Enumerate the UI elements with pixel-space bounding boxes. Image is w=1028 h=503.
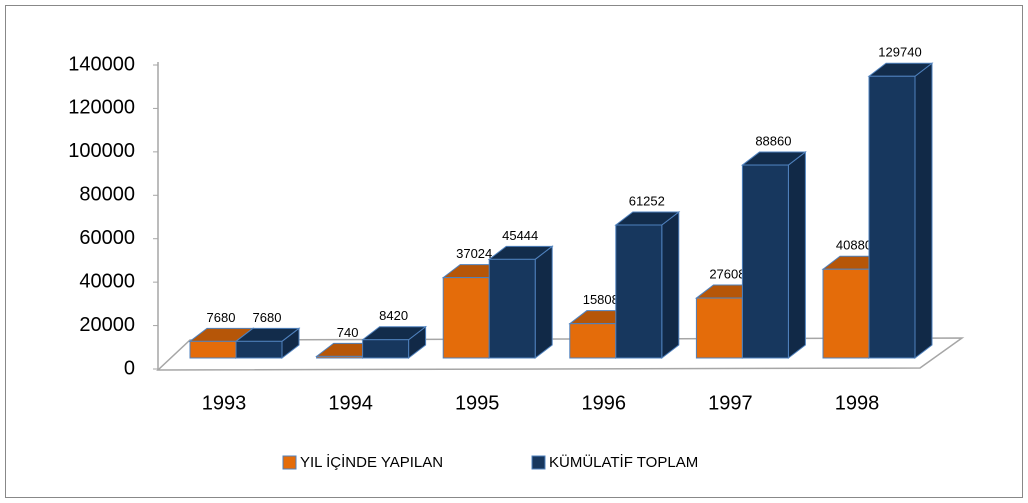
bar-side bbox=[661, 210, 680, 360]
y-tick-label: 40000 bbox=[79, 270, 135, 292]
bar bbox=[362, 339, 410, 359]
bar bbox=[615, 224, 663, 359]
data-label: 61252 bbox=[629, 193, 665, 208]
legend-swatch bbox=[282, 455, 297, 470]
x-tick-label: 1996 bbox=[582, 392, 627, 414]
y-tick-label: 80000 bbox=[79, 184, 135, 206]
y-tick-label: 120000 bbox=[68, 97, 135, 119]
x-tick-label: 1997 bbox=[708, 392, 753, 414]
x-tick-label: 1994 bbox=[328, 392, 373, 414]
bar-side bbox=[914, 62, 933, 360]
legend-label: YIL İÇİNDE YAPILAN bbox=[300, 453, 443, 471]
data-label: 15808 bbox=[583, 292, 619, 307]
legend-label: KÜMÜLATİF TOPLAM bbox=[549, 453, 698, 471]
x-tick-label: 1993 bbox=[202, 392, 247, 414]
bar bbox=[235, 340, 283, 359]
data-label: 27608 bbox=[709, 266, 745, 281]
data-label: 7680 bbox=[207, 310, 236, 325]
y-tick-label: 60000 bbox=[79, 227, 135, 249]
bar bbox=[741, 164, 789, 359]
x-tick-label: 1998 bbox=[835, 392, 880, 414]
y-tick-label: 20000 bbox=[79, 314, 135, 336]
data-label: 129740 bbox=[878, 45, 921, 60]
bar-side bbox=[534, 245, 553, 360]
bar bbox=[442, 277, 490, 359]
y-tick-label: 0 bbox=[124, 357, 135, 379]
y-tick-label: 140000 bbox=[68, 53, 135, 75]
data-label: 740 bbox=[337, 325, 359, 340]
bar-side bbox=[787, 151, 806, 360]
bar bbox=[569, 323, 617, 359]
bar bbox=[488, 258, 536, 359]
y-tick-label: 100000 bbox=[68, 140, 135, 162]
data-label: 8420 bbox=[379, 308, 408, 323]
bar bbox=[822, 268, 870, 359]
data-label: 7680 bbox=[253, 310, 282, 325]
bar bbox=[695, 297, 743, 359]
bar bbox=[189, 340, 237, 359]
data-label: 88860 bbox=[755, 133, 791, 148]
data-label: 40880 bbox=[836, 238, 872, 253]
x-tick-label: 1995 bbox=[455, 392, 500, 414]
bar bbox=[316, 355, 364, 359]
data-label: 37024 bbox=[456, 246, 492, 261]
bar bbox=[868, 75, 916, 359]
data-label: 45444 bbox=[502, 228, 538, 243]
legend-swatch bbox=[531, 455, 546, 470]
floor bbox=[156, 337, 965, 371]
